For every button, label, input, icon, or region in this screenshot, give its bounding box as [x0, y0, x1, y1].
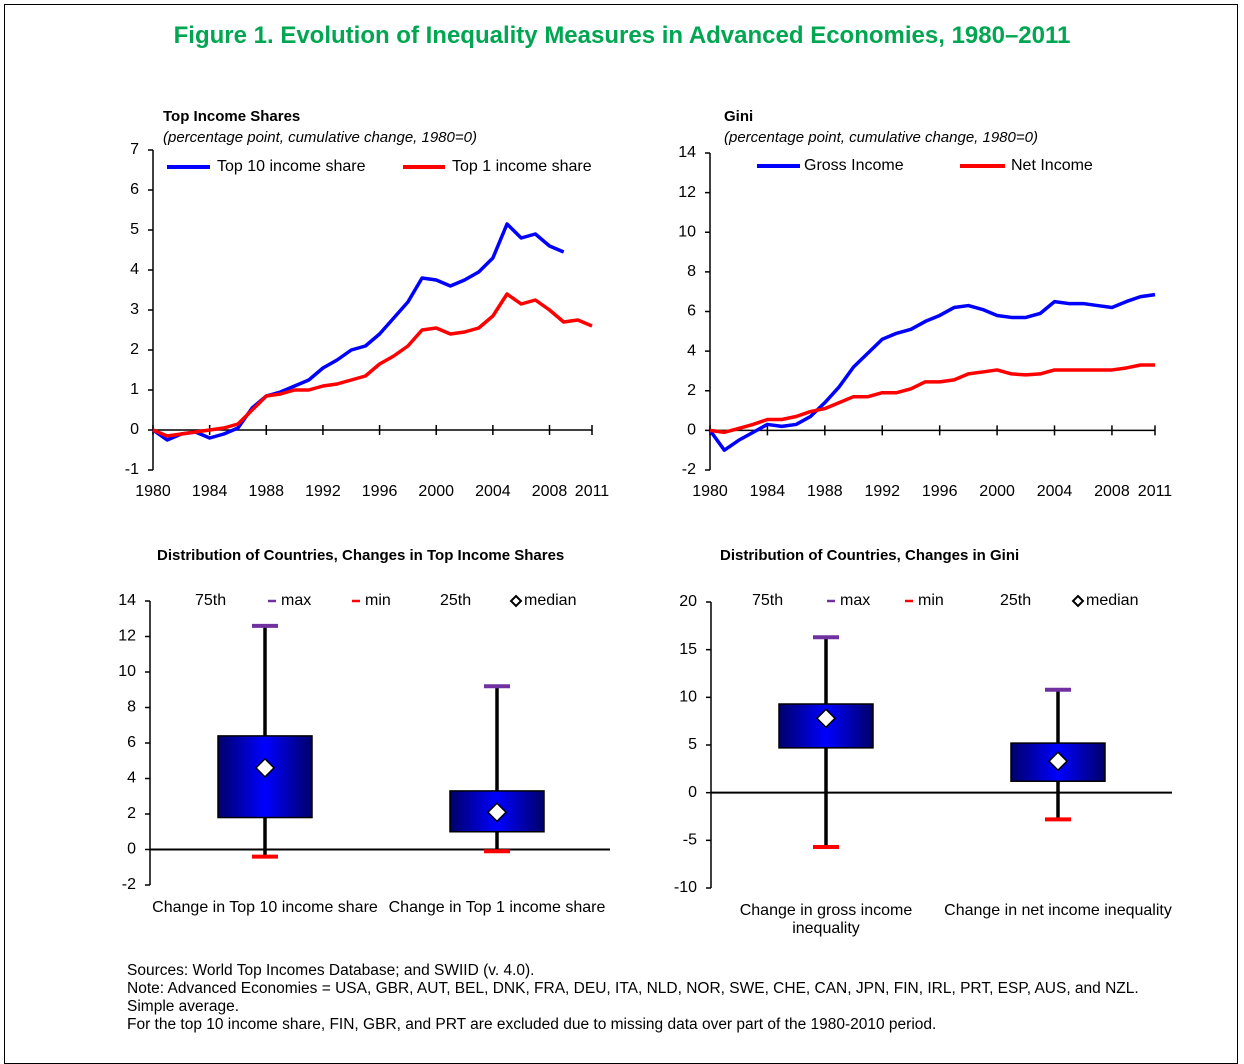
- x-category-label: Change in net income inequality: [944, 902, 1172, 919]
- legend-swatch: [509, 594, 523, 608]
- panel-title: Distribution of Countries, Changes in Gi…: [720, 547, 1020, 564]
- y-tick-label: 4: [687, 342, 696, 359]
- x-tick-label: 2000: [979, 483, 1015, 500]
- y-tick-label: 12: [678, 184, 696, 201]
- y-tick-label: -10: [674, 879, 697, 896]
- series-line: [709, 363, 1155, 435]
- x-tick-label: 2004: [475, 483, 511, 500]
- x-tick-label: 2011: [1138, 483, 1173, 500]
- x-tick-label: 1984: [750, 483, 786, 500]
- y-tick-label: -2: [682, 461, 696, 478]
- y-tick-label: -5: [683, 832, 697, 849]
- legend-label: 75th: [195, 592, 226, 609]
- legend-label: 25th: [1000, 592, 1031, 609]
- y-tick-label: 5: [688, 736, 697, 753]
- notes: Sources: World Top Incomes Database; and…: [127, 962, 1167, 1034]
- legend-swatch: [1071, 594, 1085, 608]
- y-tick-label: 1: [130, 381, 139, 398]
- x-category-label: Change in Top 1 income share: [388, 899, 606, 916]
- legend-label: median: [524, 592, 576, 609]
- legend-label: median: [1086, 592, 1138, 609]
- y-tick-label: 10: [679, 689, 697, 706]
- x-tick-label: 2008: [1094, 483, 1130, 500]
- legend-label: Gross Income: [804, 157, 904, 174]
- legend-label: Top 1 income share: [452, 158, 592, 175]
- x-tick-label: 1980: [692, 483, 728, 500]
- note-line: Note: Advanced Economies = USA, GBR, AUT…: [127, 980, 1139, 1015]
- figure-title: Figure 1. Evolution of Inequality Measur…: [173, 22, 1071, 49]
- legend-label: 75th: [752, 592, 783, 609]
- legend-label: Top 10 income share: [217, 158, 366, 175]
- y-tick-label: 4: [130, 261, 139, 278]
- x-tick-label: 1992: [864, 483, 900, 500]
- y-tick-label: 3: [130, 301, 139, 318]
- note-line: Sources: World Top Incomes Database; and…: [127, 962, 535, 979]
- median-marker: [254, 757, 276, 778]
- x-category-label: Change in Top 10 income share: [152, 899, 378, 916]
- series-line: [152, 292, 593, 438]
- y-tick-label: 14: [118, 592, 136, 609]
- y-tick-label: 12: [118, 628, 136, 645]
- series-line: [708, 292, 1156, 452]
- y-tick-label: 0: [130, 421, 139, 438]
- x-tick-label: 2008: [532, 483, 568, 500]
- y-tick-label: 14: [678, 144, 696, 161]
- legend-label: max: [840, 592, 870, 609]
- y-tick-label: 20: [679, 593, 697, 610]
- y-tick-label: 0: [127, 841, 136, 858]
- panel-title: Gini: [724, 108, 753, 125]
- y-tick-label: 2: [130, 341, 139, 358]
- y-tick-label: 2: [127, 805, 136, 822]
- y-tick-label: 10: [118, 663, 136, 680]
- y-tick-label: 6: [687, 303, 696, 320]
- panel-title: Top Income Shares: [163, 108, 300, 125]
- panel-subtitle: (percentage point, cumulative change, 19…: [163, 129, 477, 146]
- x-tick-label: 1980: [135, 483, 171, 500]
- y-tick-label: 2: [687, 382, 696, 399]
- y-tick-label: 0: [687, 422, 696, 439]
- median-marker: [815, 708, 837, 729]
- y-tick-label: 0: [688, 784, 697, 801]
- panel-title: Distribution of Countries, Changes in To…: [157, 547, 565, 564]
- y-tick-label: 5: [130, 221, 139, 238]
- x-tick-label: 1988: [807, 483, 843, 500]
- legend-label: max: [281, 592, 311, 609]
- x-tick-label: 1984: [192, 483, 228, 500]
- y-tick-label: 6: [127, 734, 136, 751]
- y-tick-label: 10: [678, 223, 696, 240]
- x-tick-label: 2004: [1037, 483, 1073, 500]
- y-tick-label: 7: [130, 141, 139, 158]
- y-tick-label: 8: [127, 699, 136, 716]
- legend-label: 25th: [440, 592, 471, 609]
- y-tick-label: -1: [125, 461, 139, 478]
- x-category-label: Change in gross income inequality: [739, 902, 913, 937]
- panel-subtitle: (percentage point, cumulative change, 19…: [724, 129, 1038, 146]
- median-marker: [486, 802, 508, 823]
- x-tick-label: 1996: [362, 483, 398, 500]
- y-tick-label: 4: [127, 770, 136, 787]
- y-tick-label: 15: [679, 641, 697, 658]
- x-tick-label: 1996: [922, 483, 958, 500]
- median-marker: [1047, 751, 1069, 772]
- legend-label: min: [918, 592, 944, 609]
- x-tick-label: 1992: [305, 483, 341, 500]
- x-tick-label: 1988: [248, 483, 284, 500]
- legend-label: min: [365, 592, 391, 609]
- note-line: For the top 10 income share, FIN, GBR, a…: [127, 1016, 937, 1033]
- series-line: [151, 222, 565, 442]
- x-tick-label: 2011: [575, 483, 610, 500]
- legend-label: Net Income: [1011, 157, 1093, 174]
- y-tick-label: 8: [687, 263, 696, 280]
- y-tick-label: -2: [122, 876, 136, 893]
- x-tick-label: 2000: [418, 483, 454, 500]
- y-tick-label: 6: [130, 181, 139, 198]
